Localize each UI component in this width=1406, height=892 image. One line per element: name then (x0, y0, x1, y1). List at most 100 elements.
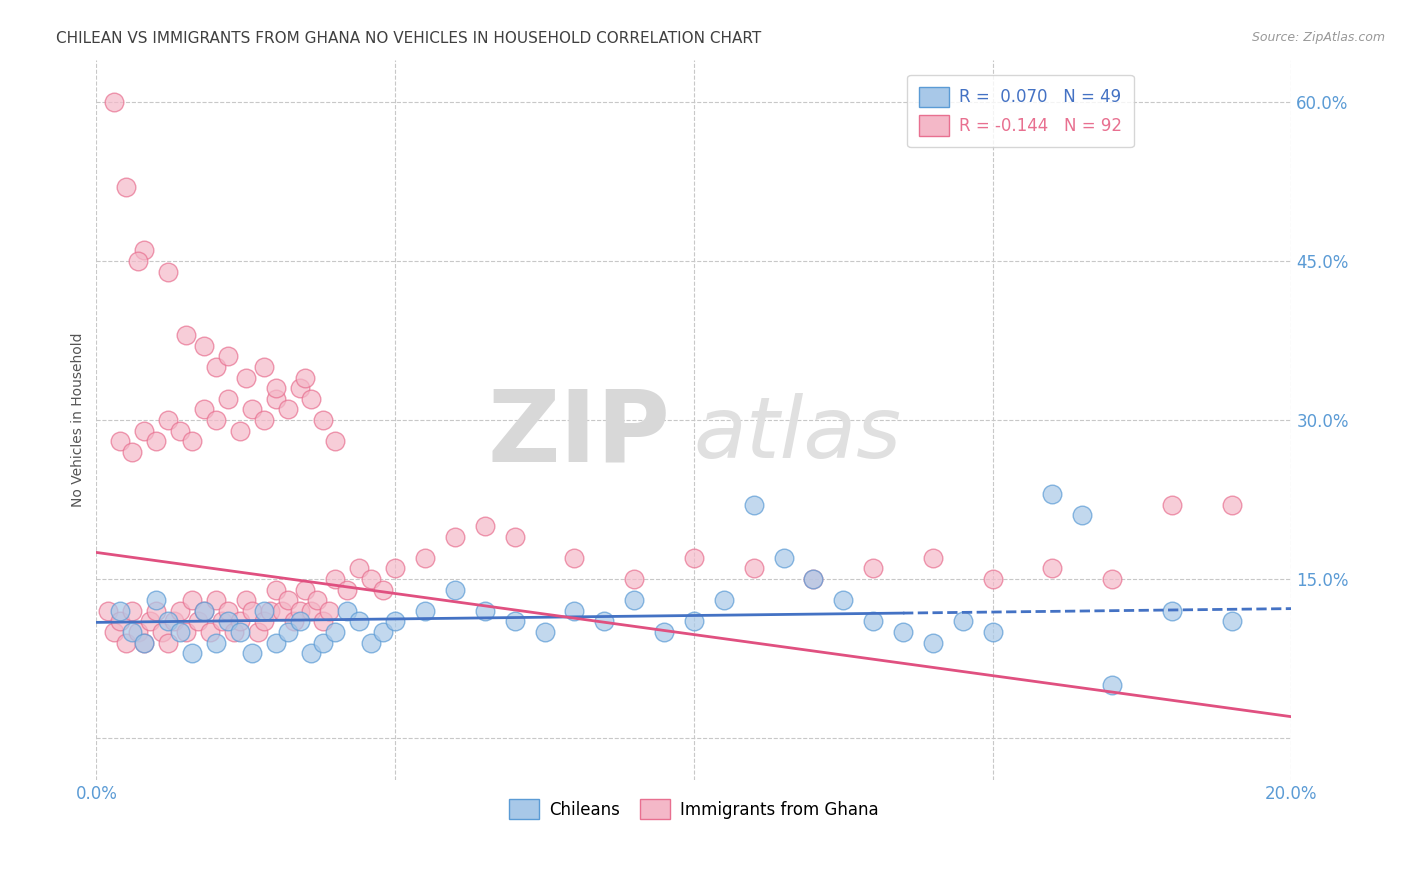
Point (127, 254, 149, 268)
Point (205, 635, 228, 649)
Point (253, 413, 276, 427)
Point (301, 392, 323, 406)
Point (373, 582, 395, 597)
Point (772, 550, 794, 565)
Point (150, 624, 173, 639)
Point (145, 604, 167, 618)
Point (288, 615, 311, 629)
Point (413, 604, 436, 618)
Point (253, 604, 276, 618)
Point (264, 381, 287, 395)
Point (121, 604, 143, 618)
Point (134, 424, 156, 438)
Point (277, 624, 299, 639)
Point (803, 572, 825, 586)
Point (235, 593, 257, 607)
Point (533, 624, 555, 639)
Point (713, 593, 735, 607)
Point (277, 593, 299, 607)
Point (503, 529, 526, 543)
Point (157, 264, 180, 278)
Point (229, 424, 252, 438)
Point (169, 424, 191, 438)
Point (139, 615, 162, 629)
Point (623, 572, 645, 586)
Point (742, 561, 765, 575)
Point (325, 572, 347, 586)
Point (264, 635, 287, 649)
Point (862, 561, 884, 575)
Point (288, 604, 311, 618)
Point (198, 624, 221, 639)
Point (127, 624, 149, 639)
Point (301, 604, 323, 618)
Point (259, 604, 281, 618)
Point (134, 244, 156, 258)
Point (121, 444, 143, 458)
Point (593, 615, 616, 629)
Point (193, 402, 215, 417)
Point (1042, 487, 1064, 501)
Point (564, 604, 586, 618)
Point (862, 615, 884, 629)
Point (193, 604, 215, 618)
Point (683, 550, 706, 565)
Point (169, 604, 191, 618)
Point (803, 572, 825, 586)
Point (1220, 615, 1243, 629)
Point (652, 624, 675, 639)
Point (474, 604, 496, 618)
Point (922, 635, 945, 649)
Point (264, 582, 287, 597)
Point (294, 370, 316, 384)
Point (174, 624, 197, 639)
Point (891, 624, 914, 639)
Point (318, 604, 340, 618)
Point (157, 615, 180, 629)
Point (336, 604, 359, 618)
Point (312, 615, 335, 629)
Text: atlas: atlas (695, 392, 901, 475)
Point (253, 615, 276, 629)
Point (205, 413, 228, 427)
Point (205, 359, 228, 374)
Point (121, 624, 143, 639)
Point (283, 615, 305, 629)
Point (157, 413, 180, 427)
Point (1101, 572, 1123, 586)
Point (174, 328, 197, 343)
Legend: Chileans, Immigrants from Ghana: Chileans, Immigrants from Ghana (502, 792, 886, 826)
Point (181, 434, 204, 449)
Point (325, 624, 347, 639)
Point (240, 604, 263, 618)
Point (222, 624, 245, 639)
Text: ZIP: ZIP (486, 386, 671, 483)
Point (349, 561, 371, 575)
Point (205, 593, 228, 607)
Point (503, 615, 526, 629)
Point (217, 615, 239, 629)
Point (301, 646, 323, 660)
Point (1071, 508, 1094, 523)
Point (134, 635, 156, 649)
Point (187, 615, 209, 629)
Point (115, 179, 138, 194)
Point (229, 624, 252, 639)
Point (832, 593, 855, 607)
Point (336, 582, 359, 597)
Point (384, 615, 406, 629)
Point (742, 498, 765, 512)
Point (1042, 561, 1064, 575)
Point (217, 392, 239, 406)
Y-axis label: No Vehicles in Household: No Vehicles in Household (72, 333, 86, 508)
Point (288, 381, 311, 395)
Point (312, 635, 335, 649)
Point (360, 635, 382, 649)
Point (97, 604, 120, 618)
Point (1101, 678, 1123, 692)
Point (211, 615, 233, 629)
Point (1161, 604, 1184, 618)
Point (922, 550, 945, 565)
Point (145, 434, 167, 449)
Point (952, 615, 974, 629)
